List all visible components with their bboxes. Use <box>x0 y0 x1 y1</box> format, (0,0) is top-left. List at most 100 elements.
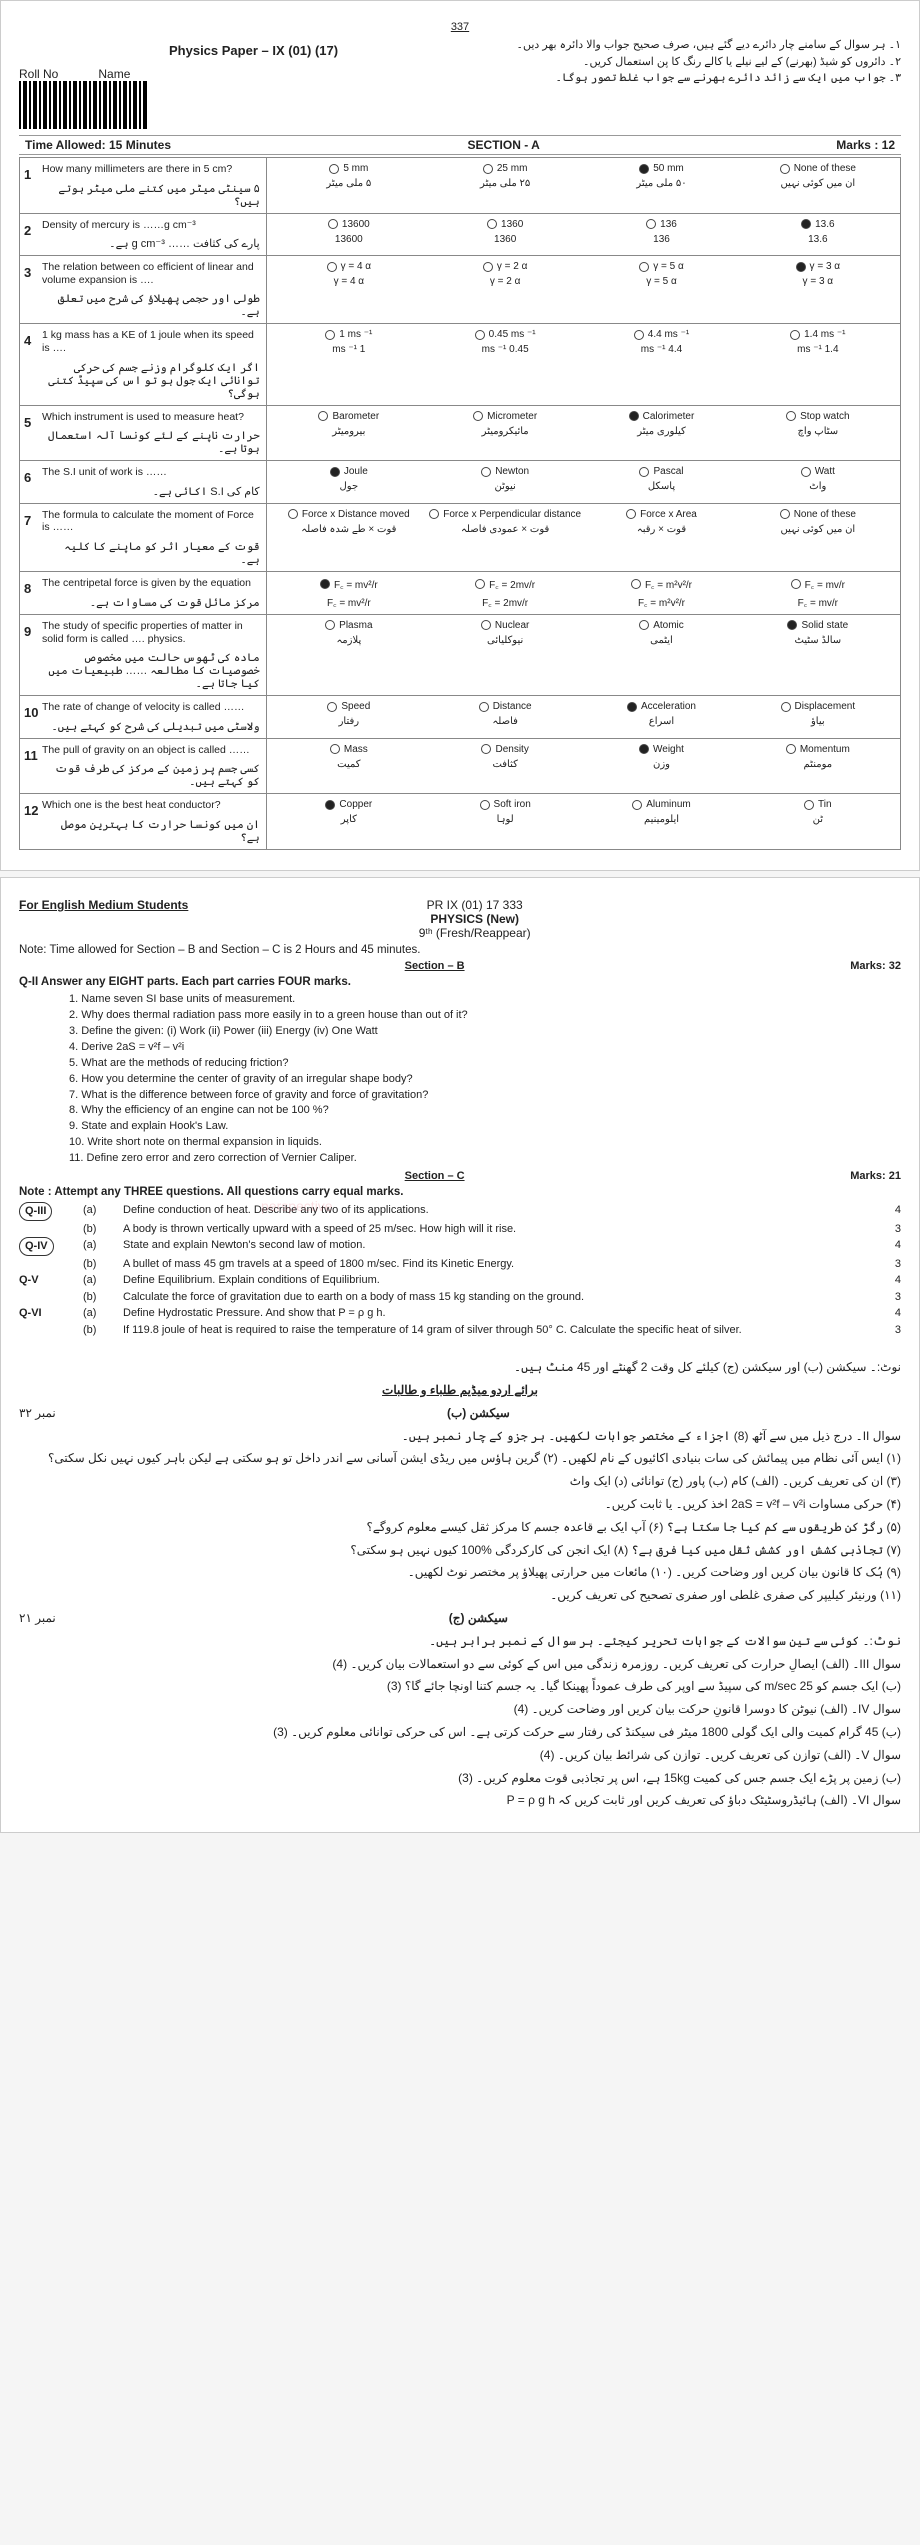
option-bubble[interactable] <box>801 467 811 477</box>
option-bubble[interactable] <box>330 467 340 477</box>
option-bubble[interactable] <box>801 219 811 229</box>
option-bubble[interactable] <box>487 219 497 229</box>
mcq-option[interactable]: F꜀ = m²v²/r F꜀ = m²v²/r <box>583 575 739 611</box>
option-bubble[interactable] <box>475 579 485 589</box>
option-bubble[interactable] <box>790 330 800 340</box>
mcq-option[interactable]: γ = 2 α γ = 2 α <box>427 259 583 289</box>
option-bubble[interactable] <box>634 330 644 340</box>
mcq-option[interactable]: F꜀ = mv/r F꜀ = mv/r <box>740 575 896 611</box>
mcq-option[interactable]: Distance فاصلہ <box>427 699 583 729</box>
mcq-option[interactable]: 1.4 ms ⁻¹ 1.4 ms ⁻¹ <box>740 327 896 357</box>
option-bubble[interactable] <box>481 620 491 630</box>
mcq-option[interactable]: γ = 3 α γ = 3 α <box>740 259 896 289</box>
option-bubble[interactable] <box>791 579 801 589</box>
mcq-option[interactable]: Acceleration اسراع <box>583 699 739 729</box>
mcq-option[interactable]: Force x Distance moved قوت × طے شدہ فاصل… <box>271 507 427 537</box>
option-bubble[interactable] <box>646 219 656 229</box>
mcq-option[interactable]: Watt واٹ <box>740 464 896 494</box>
mcq-option[interactable]: Weight وزن <box>583 742 739 772</box>
mcq-option[interactable]: Pascal پاسکل <box>583 464 739 494</box>
option-bubble[interactable] <box>320 579 330 589</box>
mcq-option[interactable]: Micrometer مائیکرومیٹر <box>427 409 583 439</box>
option-bubble[interactable] <box>325 800 335 810</box>
option-bubble[interactable] <box>475 330 485 340</box>
option-bubble[interactable] <box>318 411 328 421</box>
option-bubble[interactable] <box>629 411 639 421</box>
option-bubble[interactable] <box>639 262 649 272</box>
option-bubble[interactable] <box>481 744 491 754</box>
mcq-option[interactable]: Momentum مومنٹم <box>740 742 896 772</box>
option-bubble[interactable] <box>796 262 806 272</box>
option-bubble[interactable] <box>429 509 439 519</box>
option-bubble[interactable] <box>627 702 637 712</box>
mcq-option[interactable]: Force x Area قوت × رقبہ <box>583 507 739 537</box>
option-bubble[interactable] <box>632 800 642 810</box>
option-bubble[interactable] <box>479 702 489 712</box>
mcq-option[interactable]: Displacement بیاؤ <box>740 699 896 729</box>
mcq-option[interactable]: γ = 5 α γ = 5 α <box>583 259 739 289</box>
mcq-option[interactable]: None of these ان میں کوئی نہیں <box>740 161 896 191</box>
mcq-option[interactable]: 50 mm ۵۰ ملی میٹر <box>583 161 739 191</box>
mcq-option[interactable]: Mass کمیت <box>271 742 427 772</box>
mcq-option[interactable]: Stop watch سٹاپ واچ <box>740 409 896 439</box>
mcq-option[interactable]: Nuclear نیوکلیائی <box>427 618 583 648</box>
option-bubble[interactable] <box>288 509 298 519</box>
option-bubble[interactable] <box>473 411 483 421</box>
option-bubble[interactable] <box>626 509 636 519</box>
mcq-option[interactable]: Aluminum ایلومینیم <box>583 797 739 827</box>
mcq-option[interactable]: 13.6 13.6 <box>740 217 896 247</box>
option-bubble[interactable] <box>804 800 814 810</box>
mcq-option[interactable]: F꜀ = mv²/r F꜀ = mv²/r <box>271 575 427 611</box>
mcq-option[interactable]: 4.4 ms ⁻¹ 4.4 ms ⁻¹ <box>583 327 739 357</box>
option-bubble[interactable] <box>325 620 335 630</box>
option-bubble[interactable] <box>325 330 335 340</box>
mcq-option[interactable]: Calorimeter کیلوری میٹر <box>583 409 739 439</box>
option-bubble[interactable] <box>327 262 337 272</box>
option-bubble[interactable] <box>781 702 791 712</box>
option-bubble[interactable] <box>639 467 649 477</box>
option-bubble[interactable] <box>639 744 649 754</box>
option-ur: γ = 5 α <box>646 276 677 287</box>
mcq-option[interactable]: None of these ان میں کوئی نہیں <box>740 507 896 537</box>
mcq-option[interactable]: Plasma پلازمہ <box>271 618 427 648</box>
sec-c-sub: (a) <box>83 1237 109 1256</box>
option-bubble[interactable] <box>481 467 491 477</box>
mcq-option[interactable]: Solid state سالڈ سٹیٹ <box>740 618 896 648</box>
mcq-option[interactable]: F꜀ = 2mv/r F꜀ = 2mv/r <box>427 575 583 611</box>
option-bubble[interactable] <box>639 620 649 630</box>
mcq-option[interactable]: Copper کاپر <box>271 797 427 827</box>
option-bubble[interactable] <box>330 744 340 754</box>
mcq-option[interactable]: Atomic ایٹمی <box>583 618 739 648</box>
option-bubble[interactable] <box>480 800 490 810</box>
option-bubble[interactable] <box>483 262 493 272</box>
mcq-option[interactable]: 5 mm ۵ ملی میٹر <box>271 161 427 191</box>
option-bubble[interactable] <box>327 702 337 712</box>
option-bubble[interactable] <box>639 164 649 174</box>
mcq-option[interactable]: 13600 13600 <box>271 217 427 247</box>
option-bubble[interactable] <box>786 411 796 421</box>
option-bubble[interactable] <box>328 219 338 229</box>
mcq-option[interactable]: Speed رفتار <box>271 699 427 729</box>
mcq-option[interactable]: 0.45 ms ⁻¹ 0.45 ms ⁻¹ <box>427 327 583 357</box>
option-bubble[interactable] <box>780 509 790 519</box>
mcq-option[interactable]: Tin ٹن <box>740 797 896 827</box>
sec-c-text: Define Equilibrium. Explain conditions o… <box>123 1272 867 1289</box>
mcq-option[interactable]: 1 ms ⁻¹ 1 ms ⁻¹ <box>271 327 427 357</box>
option-bubble[interactable] <box>483 164 493 174</box>
mcq-option[interactable]: Newton نیوٹن <box>427 464 583 494</box>
mcq-option[interactable]: Force x Perpendicular distance قوت × عمو… <box>427 507 583 537</box>
mcq-option[interactable]: Barometer بیرومیٹر <box>271 409 427 439</box>
mcq-option[interactable]: 136 136 <box>583 217 739 247</box>
option-bubble[interactable] <box>631 579 641 589</box>
option-bubble[interactable] <box>329 164 339 174</box>
option-bubble[interactable] <box>786 744 796 754</box>
mcq-option[interactable]: Density کثافت <box>427 742 583 772</box>
mcq-option[interactable]: γ = 4 α γ = 4 α <box>271 259 427 289</box>
mcq-option[interactable]: Joule جول <box>271 464 427 494</box>
mcq-option[interactable]: 25 mm ۲۵ ملی میٹر <box>427 161 583 191</box>
mcq-option[interactable]: Soft iron لوہا <box>427 797 583 827</box>
mcq-option[interactable]: 1360 1360 <box>427 217 583 247</box>
option-bubble[interactable] <box>780 164 790 174</box>
barcode <box>19 81 149 129</box>
option-bubble[interactable] <box>787 620 797 630</box>
